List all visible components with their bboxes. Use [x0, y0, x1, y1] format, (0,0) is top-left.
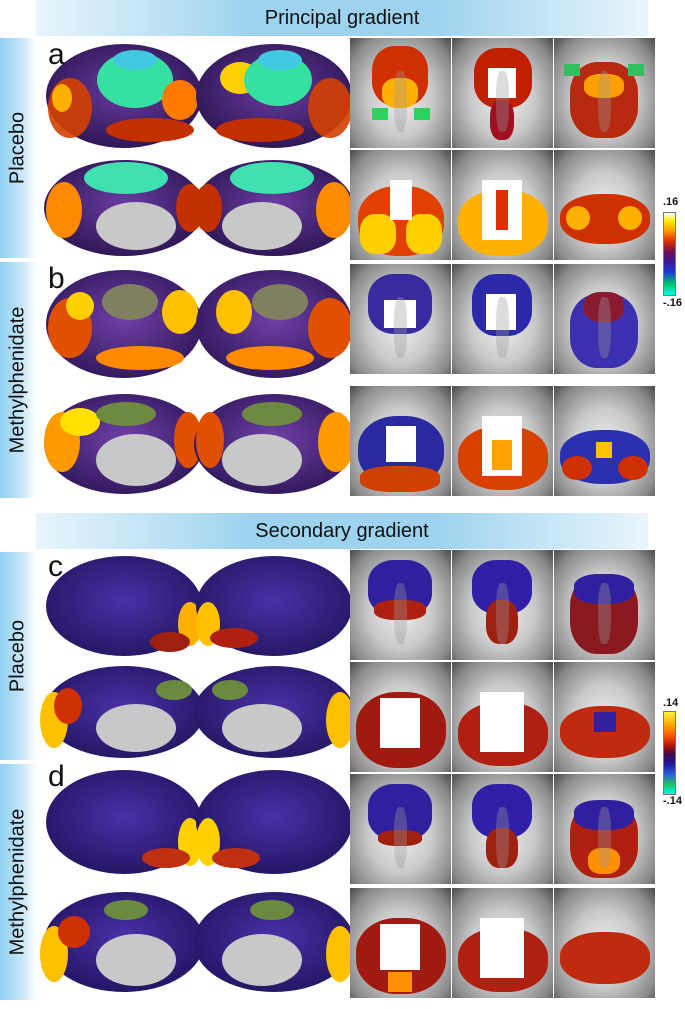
cortex-surface-a	[44, 44, 350, 256]
slice-a-4	[350, 150, 451, 260]
slice-b-2	[452, 264, 553, 374]
slice-b-5	[452, 386, 553, 496]
slice-a-5	[452, 150, 553, 260]
colorbar-principal	[663, 212, 676, 296]
slice-d-5	[452, 888, 553, 998]
row-label-c: Placebo	[0, 552, 36, 760]
slice-c-4	[350, 662, 451, 772]
row-label-d: Methylphenidate	[0, 764, 36, 1000]
slice-a-6	[554, 150, 655, 260]
slice-d-3	[554, 774, 655, 884]
row-label-b: Methylphenidate	[0, 262, 36, 498]
lateral-right-hemisphere	[196, 770, 350, 874]
panel-letter-d: d	[48, 760, 65, 793]
colorbar-secondary-min: -.14	[663, 795, 682, 807]
slice-c-3	[554, 550, 655, 660]
slice-c-2	[452, 550, 553, 660]
colorbar-principal-max: .16	[663, 196, 679, 208]
panel-letter-b: b	[48, 262, 65, 295]
slice-b-1	[350, 264, 451, 374]
row-label-a: Placebo	[0, 38, 36, 258]
slice-a-3	[554, 38, 655, 148]
slice-a-2	[452, 38, 553, 148]
slice-b-4	[350, 386, 451, 496]
slice-a-1	[350, 38, 451, 148]
slice-d-4	[350, 888, 451, 998]
slice-d-1	[350, 774, 451, 884]
slice-d-2	[452, 774, 553, 884]
lateral-left-hemisphere	[46, 770, 202, 874]
panel-letter-c: c	[48, 550, 63, 583]
cortex-surface-d	[40, 770, 350, 992]
colorbar-principal-min: -.16	[663, 297, 682, 309]
slice-b-3	[554, 264, 655, 374]
principal-gradient-title: Principal gradient	[36, 0, 648, 36]
slice-d-6	[554, 888, 655, 998]
slice-c-1	[350, 550, 451, 660]
cortex-surface-c	[40, 556, 350, 758]
slice-b-6	[554, 386, 655, 496]
lateral-left-hemisphere	[46, 556, 202, 656]
colorbar-secondary	[663, 711, 676, 795]
panel-letter-a: a	[48, 38, 65, 71]
secondary-gradient-title: Secondary gradient	[36, 513, 648, 549]
colorbar-secondary-max: .14	[663, 697, 679, 709]
slice-c-6	[554, 662, 655, 772]
cortex-surface-b	[44, 270, 350, 494]
slice-c-5	[452, 662, 553, 772]
